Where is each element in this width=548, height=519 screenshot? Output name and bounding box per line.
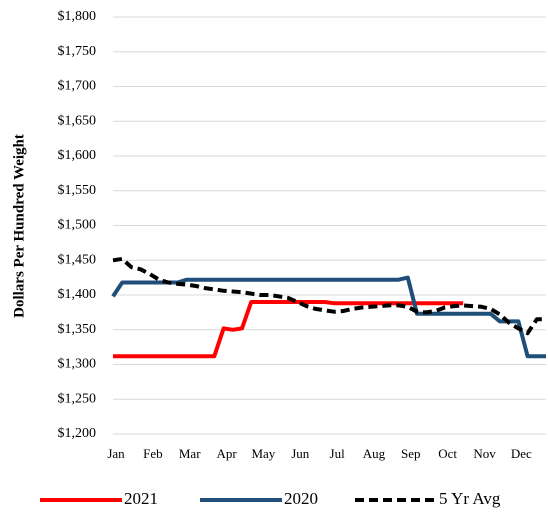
legend-label: 2020: [284, 489, 318, 508]
y-tick-label: $1,350: [58, 322, 97, 337]
y-tick-label: $1,800: [58, 9, 97, 24]
x-tick-label: Jun: [291, 446, 310, 461]
y-tick-label: $1,700: [58, 79, 97, 94]
y-tick-label: $1,550: [58, 183, 97, 198]
y-tick-label: $1,500: [58, 218, 97, 233]
y-tick-label: $1,650: [58, 113, 97, 128]
legend-label: 5 Yr Avg: [439, 489, 501, 508]
x-tick-label: Dec: [511, 446, 532, 461]
y-tick-label: $1,200: [58, 426, 97, 441]
legend-label: 2021: [124, 489, 158, 508]
y-tick-label: $1,300: [58, 357, 97, 372]
series-line: [111, 275, 546, 359]
x-tick-label: Sep: [401, 446, 421, 461]
x-tick-label: Nov: [473, 446, 496, 461]
y-axis-title: Dollars Per Hundred Weight: [11, 134, 27, 318]
x-tick-label: May: [251, 446, 275, 461]
y-tick-label: $1,450: [58, 252, 97, 267]
x-tick-label: Aug: [363, 446, 386, 461]
y-tick-label: $1,750: [58, 44, 97, 59]
y-tick-label: $1,600: [58, 148, 97, 163]
y-tick-label: $1,250: [58, 391, 97, 406]
x-tick-label: Mar: [179, 446, 201, 461]
x-tick-label: Apr: [216, 446, 237, 461]
x-tick-label: Jul: [330, 446, 346, 461]
x-tick-label: Oct: [438, 446, 457, 461]
series-line: [113, 300, 464, 359]
x-tick-label: Jan: [107, 446, 125, 461]
y-tick-label: $1,400: [58, 287, 97, 302]
series-line: [112, 256, 546, 336]
x-tick-label: Feb: [143, 446, 163, 461]
